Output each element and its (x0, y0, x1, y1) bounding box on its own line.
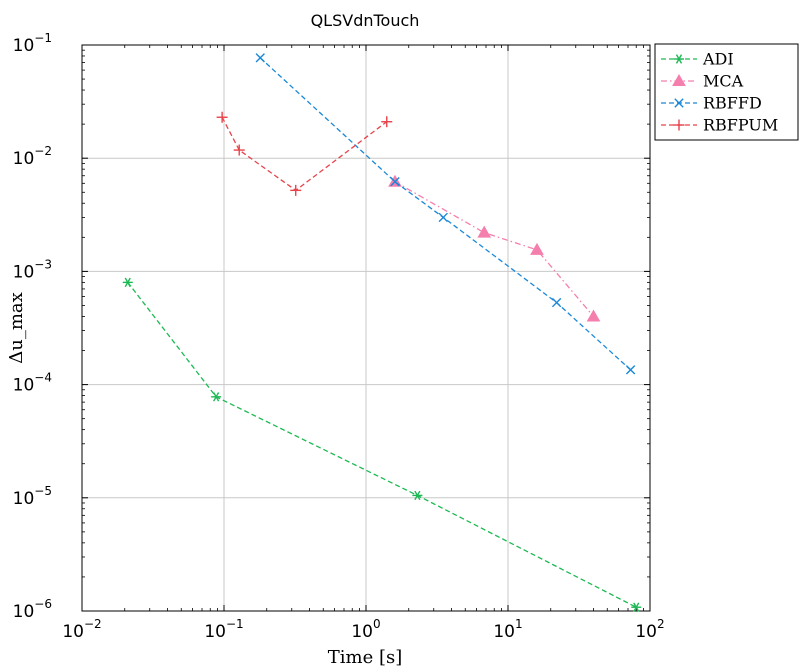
x-tick-label: 10−2 (62, 617, 101, 642)
legend-item-rbffd: RBFFD (661, 94, 762, 113)
data-point-rbffd (255, 53, 265, 63)
chart-title: QLSVdnTouch (311, 11, 420, 30)
data-point-rbffd (390, 177, 400, 187)
y-tick-label: 10−5 (13, 484, 52, 509)
legend-marker-rbfpum (673, 119, 685, 131)
data-point-mca (586, 309, 601, 322)
data-point-rbfpum (216, 111, 228, 123)
data-point-rbfpum (290, 184, 302, 196)
series-line-rbfpum (221, 116, 388, 192)
data-point-rbfpum (381, 116, 393, 128)
x-tick-label: 100 (351, 617, 380, 642)
legend-label-adi: ADI (702, 50, 734, 69)
axis-ticks: 10−2 10−1 100 101 102 10−6 10−5 10−4 10−3 10−2 10−… (13, 31, 665, 642)
series-line-rbffd (259, 57, 632, 371)
data-point-rbfpum (233, 144, 245, 156)
legend-item-rbfpum: RBFPUM (661, 116, 778, 135)
legend-label-mca: MCA (703, 72, 744, 91)
data-point-rbffd (625, 365, 636, 375)
series-line-mca (394, 181, 594, 317)
y-axis-label: Δu_max (6, 292, 27, 364)
y-tick-label: 10−1 (13, 31, 52, 56)
series-layer (122, 53, 642, 612)
grid (82, 45, 650, 611)
y-tick-label: 10−4 (13, 371, 52, 396)
legend-item-mca: MCA (661, 72, 744, 91)
data-point-rbffd (438, 212, 448, 223)
series-line-adi (127, 281, 637, 608)
legend-item-adi: ADI (661, 50, 734, 69)
data-point-adi (412, 490, 423, 501)
x-tick-label: 102 (635, 617, 664, 642)
legend: ADI MCA RBFFD RBFPUM (654, 43, 799, 141)
legend-label-rbffd: RBFFD (703, 94, 762, 113)
data-point-adi (122, 277, 133, 288)
legend-marker-rbffd (674, 98, 684, 108)
x-tick-label: 10−1 (204, 617, 243, 642)
data-point-rbffd (551, 297, 562, 308)
data-point-adi (211, 392, 222, 402)
legend-marker-mca (672, 73, 686, 86)
y-tick-label: 10−3 (13, 257, 52, 282)
y-tick-label: 10−6 (13, 597, 52, 622)
legend-marker-adi (674, 54, 684, 64)
legend-label-rbfpum: RBFPUM (703, 116, 778, 135)
data-point-mca (530, 242, 544, 255)
y-tick-label: 10−2 (13, 144, 52, 169)
data-point-adi (631, 602, 642, 612)
x-axis-label: Time [s] (328, 647, 403, 668)
data-point-mca (477, 225, 492, 238)
x-tick-label: 101 (493, 617, 522, 642)
